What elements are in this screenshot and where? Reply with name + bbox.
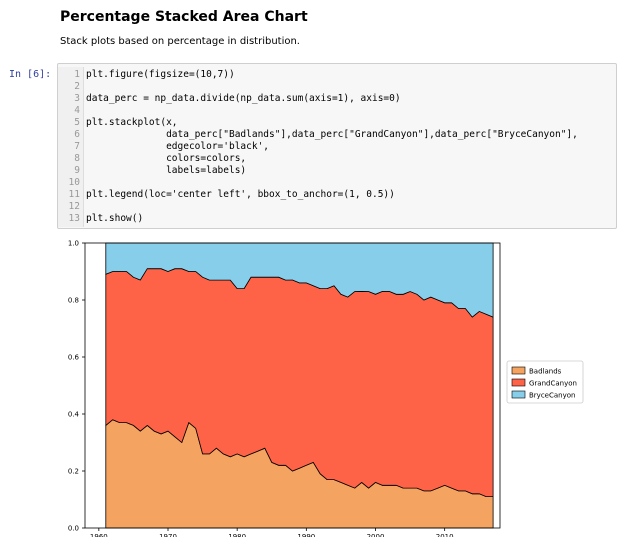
x-tick-label: 1980 bbox=[228, 533, 246, 537]
chart-legend: Badlands GrandCanyon BryceCanyon bbox=[506, 360, 584, 404]
legend-label-grandcanyon: GrandCanyon bbox=[529, 380, 577, 388]
output-plot: 1960 1970 1980 1990 2000 2010 0.0 0.2 0.4 0.6 0.8 1… bbox=[55, 237, 615, 541]
code-text: data_perc = np_data.divide(np_data.sum(a… bbox=[86, 93, 401, 104]
y-tick-label: 0.4 bbox=[68, 411, 80, 419]
code-line: 11 plt.legend(loc='center left', bbox_to_… bbox=[58, 189, 613, 201]
line-number: 11 bbox=[68, 189, 80, 200]
code-text: data_perc["Badlands"],data_perc["GrandCa… bbox=[86, 129, 578, 140]
line-number: 6 bbox=[74, 129, 80, 140]
code-line: 8 colors=colors, bbox=[58, 153, 613, 165]
line-number: 12 bbox=[68, 201, 80, 212]
code-line: 1 plt.figure(figsize=(10,7)) bbox=[58, 69, 613, 81]
code-text: labels=labels) bbox=[86, 165, 247, 176]
code-line: 12 bbox=[58, 201, 613, 213]
code-line: 6 data_perc["Badlands"],data_perc["Grand… bbox=[58, 129, 613, 141]
legend-label-badlands: Badlands bbox=[529, 368, 562, 376]
code-line: 13 plt.show() bbox=[58, 213, 613, 225]
legend-frame bbox=[506, 360, 584, 404]
y-tick-label: 0.6 bbox=[68, 354, 80, 362]
markdown-subtitle: Stack plots based on percentage in distr… bbox=[60, 36, 300, 47]
code-line: 10 bbox=[58, 177, 613, 189]
markdown-title: Percentage Stacked Area Chart bbox=[60, 9, 308, 25]
line-number: 9 bbox=[74, 165, 80, 176]
code-text: plt.legend(loc='center left', bbox_to_an… bbox=[86, 189, 395, 200]
code-text: edgecolor='black', bbox=[86, 141, 270, 152]
line-number: 3 bbox=[74, 93, 80, 104]
code-text: colors=colors, bbox=[86, 153, 247, 164]
x-tick-label: 2010 bbox=[436, 533, 454, 537]
legend-label-brycecanyon: BryceCanyon bbox=[529, 392, 575, 400]
code-line: 7 edgecolor='black', bbox=[58, 141, 613, 153]
line-number: 5 bbox=[74, 117, 80, 128]
legend-swatch-brycecanyon bbox=[511, 390, 526, 399]
line-number: 7 bbox=[74, 141, 80, 152]
code-text: plt.figure(figsize=(10,7)) bbox=[86, 69, 235, 80]
x-tick-label: 2000 bbox=[367, 533, 385, 537]
x-tick-label: 1990 bbox=[297, 533, 315, 537]
line-number: 4 bbox=[74, 105, 80, 116]
code-text: plt.stackplot(x, bbox=[86, 117, 178, 128]
line-number: 8 bbox=[74, 153, 80, 164]
code-cell-editor[interactable]: 1 plt.figure(figsize=(10,7)) 2 3 data_perc =… bbox=[57, 63, 617, 229]
plot-frame bbox=[84, 242, 501, 529]
x-tick-label: 1960 bbox=[90, 533, 108, 537]
legend-swatch-badlands bbox=[511, 366, 526, 375]
y-tick-label: 0.2 bbox=[68, 468, 79, 476]
line-number: 2 bbox=[74, 81, 80, 92]
y-tick-label: 1.0 bbox=[68, 240, 79, 248]
x-tick-label: 1970 bbox=[159, 533, 177, 537]
line-number-gutter bbox=[58, 67, 84, 227]
code-line: 2 bbox=[58, 81, 613, 93]
y-tick-label: 0.0 bbox=[68, 525, 79, 533]
code-line: 5 plt.stackplot(x, bbox=[58, 117, 613, 129]
code-line: 9 labels=labels) bbox=[58, 165, 613, 177]
code-line: 4 bbox=[58, 105, 613, 117]
y-tick-label: 0.8 bbox=[68, 297, 79, 305]
code-line: 3 data_perc = np_data.divide(np_data.sum(… bbox=[58, 93, 613, 105]
legend-swatch-grandcanyon bbox=[511, 378, 526, 387]
line-number: 13 bbox=[68, 213, 80, 224]
line-number: 10 bbox=[68, 177, 80, 188]
line-number: 1 bbox=[74, 69, 80, 80]
input-prompt: In [6]: bbox=[9, 69, 52, 80]
code-text: plt.show() bbox=[86, 213, 144, 224]
stacked-area-chart: 1960 1970 1980 1990 2000 2010 0.0 0.2 0.4 0.6 0.8 1… bbox=[68, 240, 584, 541]
